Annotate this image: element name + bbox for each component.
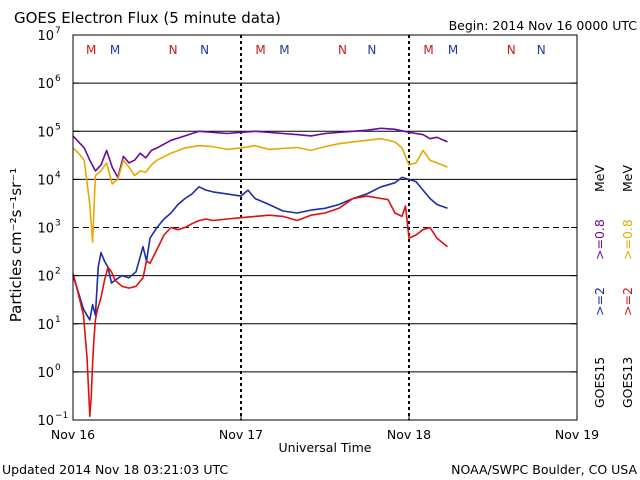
mn-marker: N <box>200 43 209 57</box>
y-tick-label: 10 <box>37 77 54 92</box>
y-tick-exponent: 4 <box>55 170 61 180</box>
legend: GOES15 >=2 >=0.8 MeV GOES13 >=2 >=0.8 Me… <box>592 165 635 408</box>
y-tick-label: 10 <box>37 318 54 333</box>
credit-label: NOAA/SWPC Boulder, CO USA <box>451 462 637 477</box>
y-tick-label: 10 <box>37 173 54 188</box>
day-markers <box>240 35 410 420</box>
legend-goes13-ge08: >=0.8 <box>620 219 635 260</box>
y-tick-label: 10 <box>37 414 54 429</box>
legend-goes13-mev: MeV <box>620 165 635 192</box>
mn-marker: M <box>423 43 433 57</box>
x-axis: Nov 16 Nov 17 Nov 18 Nov 19 <box>51 414 599 442</box>
legend-goes13: GOES13 <box>620 357 635 408</box>
y-tick-label: 10 <box>37 270 54 285</box>
mn-marker: N <box>367 43 376 57</box>
y-tick-label: 10 <box>37 29 54 44</box>
mn-marker: M <box>279 43 289 57</box>
y-tick-exponent: 0 <box>55 363 61 373</box>
y-tick-label: 10 <box>37 125 54 140</box>
mn-marker: N <box>338 43 347 57</box>
mn-marker: M <box>86 43 96 57</box>
y-tick-exponent: 3 <box>55 219 61 229</box>
legend-goes13-ge2: >=2 <box>620 287 635 316</box>
y-tick-exponent: −1 <box>55 411 68 421</box>
y-tick-exponent: 6 <box>55 74 61 84</box>
y-tick-exponent: 7 <box>55 26 61 36</box>
legend-goes15-mev: MeV <box>592 165 607 192</box>
y-axis-title: Particles cm⁻²s⁻¹sr⁻¹ <box>7 168 25 322</box>
y-tick-exponent: 5 <box>55 122 61 132</box>
x-tick-label: Nov 17 <box>219 427 263 442</box>
mn-marker: N <box>537 43 546 57</box>
mn-marker: M <box>110 43 120 57</box>
legend-goes15-ge08: >=0.8 <box>592 219 607 260</box>
series-line <box>72 127 448 179</box>
y-tick-label: 10 <box>37 366 54 381</box>
y-tick-label: 10 <box>37 222 54 237</box>
x-axis-title: Universal Time <box>279 440 372 455</box>
series-line <box>72 195 449 418</box>
y-tick-exponent: 2 <box>55 267 61 277</box>
x-tick-label: Nov 19 <box>555 427 599 442</box>
series-line <box>72 176 448 321</box>
updated-timestamp: Updated 2014 Nov 18 03:21:03 UTC <box>2 462 228 477</box>
mn-marker: M <box>448 43 458 57</box>
series-lines <box>72 127 449 418</box>
x-tick-label: Nov 18 <box>387 427 431 442</box>
y-tick-exponent: 1 <box>55 315 61 325</box>
mn-marker: N <box>507 43 516 57</box>
mn-marker: N <box>169 43 178 57</box>
x-tick-label: Nov 16 <box>51 427 95 442</box>
mn-marker: M <box>255 43 265 57</box>
legend-goes15: GOES15 <box>592 357 607 408</box>
chart-title: GOES Electron Flux (5 minute data) <box>14 9 281 27</box>
series-line <box>72 137 448 243</box>
legend-goes15-ge2: >=2 <box>592 287 607 316</box>
begin-label: Begin: 2014 Nov 16 0000 UTC <box>449 18 638 33</box>
